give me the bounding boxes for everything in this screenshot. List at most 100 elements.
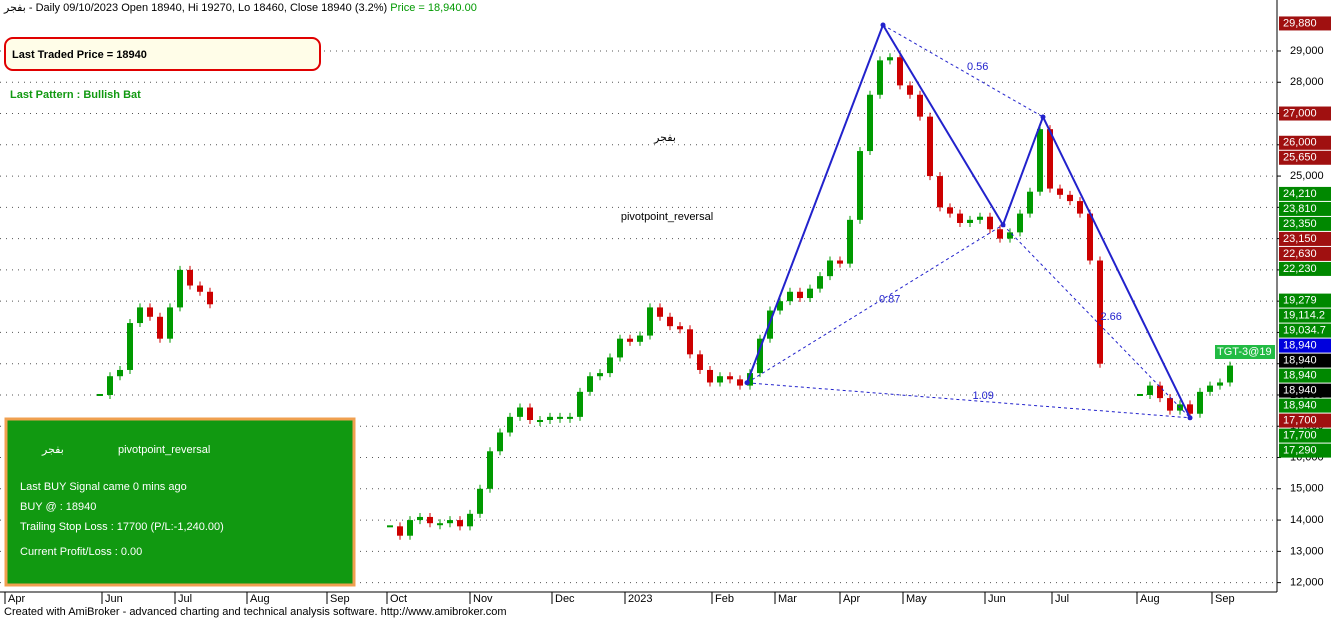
pattern-point — [744, 380, 750, 386]
candle — [1217, 382, 1223, 386]
pattern-leg — [746, 24, 884, 384]
price-label: 17,700 — [1283, 415, 1317, 427]
candle — [1087, 213, 1093, 261]
price-label: 19,279 — [1283, 295, 1317, 307]
price-label: 22,230 — [1283, 263, 1317, 275]
candle — [917, 94, 923, 117]
candle — [517, 407, 523, 417]
candle — [577, 391, 583, 417]
x-tick-label: May — [906, 593, 927, 605]
x-tick-label: Apr — [8, 593, 25, 605]
candle — [1227, 365, 1233, 383]
y-tick-label: 15,000 — [1290, 483, 1324, 495]
price-label: 23,350 — [1283, 218, 1317, 230]
candle — [397, 526, 403, 536]
x-tick-label: Jun — [988, 593, 1006, 605]
candle — [1017, 213, 1023, 233]
price-label-box — [1279, 246, 1331, 261]
candle — [1197, 391, 1203, 414]
candle — [647, 307, 653, 336]
price-label-box — [1279, 338, 1331, 353]
candle — [527, 407, 533, 420]
panel-system: pivotpoint_reversal — [118, 444, 210, 456]
system-title: pivotpoint_reversal — [621, 211, 713, 223]
pattern-leg — [882, 24, 1004, 226]
candle — [827, 260, 833, 277]
candle — [1157, 385, 1163, 399]
x-tick-label: Aug — [1140, 593, 1160, 605]
candle — [957, 213, 963, 223]
price-label-box — [1279, 106, 1331, 121]
pattern-ratio-line — [882, 24, 1044, 118]
candle — [637, 335, 643, 342]
pattern-ratio: 0.56 — [967, 61, 988, 73]
candle — [437, 523, 443, 526]
target-box — [1215, 345, 1275, 359]
candle — [987, 216, 993, 230]
price-label-box — [1279, 150, 1331, 165]
header-price: Price = 18,940.00 — [390, 2, 477, 14]
candle — [207, 291, 213, 305]
panel-line: Last BUY Signal came 0 mins ago — [20, 481, 187, 493]
candle — [557, 416, 563, 419]
price-label: 23,810 — [1283, 203, 1317, 215]
price-label-box — [1279, 398, 1331, 413]
price-label: 18,940 — [1283, 385, 1317, 397]
candle — [797, 291, 803, 299]
candle — [97, 393, 103, 396]
candle — [967, 219, 973, 223]
candle — [1097, 260, 1103, 364]
candle — [707, 369, 713, 383]
candle — [927, 116, 933, 177]
candle — [837, 260, 843, 264]
y-tick-label: 14,000 — [1290, 514, 1324, 526]
candle — [127, 323, 133, 370]
price-label: 18,940 — [1283, 340, 1317, 352]
price-label: 22,630 — [1283, 248, 1317, 260]
price-label: 23,150 — [1283, 233, 1317, 245]
pattern-point — [1187, 415, 1193, 421]
x-tick-label: Sep — [330, 593, 350, 605]
candle — [597, 373, 603, 377]
candle — [117, 369, 123, 377]
x-tick-label: Aug — [250, 593, 270, 605]
candle — [417, 516, 423, 521]
y-tick-label: 29,000 — [1290, 45, 1324, 57]
candle — [447, 520, 453, 524]
candle — [897, 57, 903, 86]
x-tick-label: 2023 — [628, 593, 652, 605]
price-label-box — [1279, 353, 1331, 368]
x-tick-label: Dec — [555, 593, 575, 605]
price-label-box — [1279, 383, 1331, 398]
candle — [757, 338, 763, 374]
panel-symbol: بفجر — [41, 444, 64, 456]
price-label-box — [1279, 323, 1331, 338]
candle — [997, 229, 1003, 239]
panel-line: Trailing Stop Loss : 17700 (P/L:-1,240.0… — [20, 521, 224, 533]
candle — [1027, 191, 1033, 214]
plot: 0.56 0.87 2.66 1.09 — [0, 22, 1275, 584]
candle — [1077, 201, 1083, 214]
x-tick-label: Jul — [1055, 593, 1069, 605]
candle — [627, 338, 633, 342]
candle — [867, 94, 873, 152]
target-label: TGT-3@19 — [1217, 346, 1272, 358]
candle — [427, 516, 433, 524]
x-tick-label: Sep — [1215, 593, 1235, 605]
candle — [547, 416, 553, 420]
candle — [677, 326, 683, 330]
pattern-leg — [1002, 116, 1044, 226]
candle — [817, 276, 823, 289]
price-label: 17,290 — [1283, 445, 1317, 457]
price-label-box — [1279, 368, 1331, 383]
header: بفجر - Daily 09/10/2023 Open 18940, Hi 1… — [3, 2, 477, 14]
info-panel — [4, 417, 356, 587]
candle — [467, 513, 473, 527]
candle — [1007, 232, 1013, 239]
price-label: 19,114.2 — [1283, 310, 1325, 322]
candle — [477, 488, 483, 514]
candle — [497, 432, 503, 452]
x-tick-label: Nov — [473, 593, 493, 605]
candle — [937, 176, 943, 208]
